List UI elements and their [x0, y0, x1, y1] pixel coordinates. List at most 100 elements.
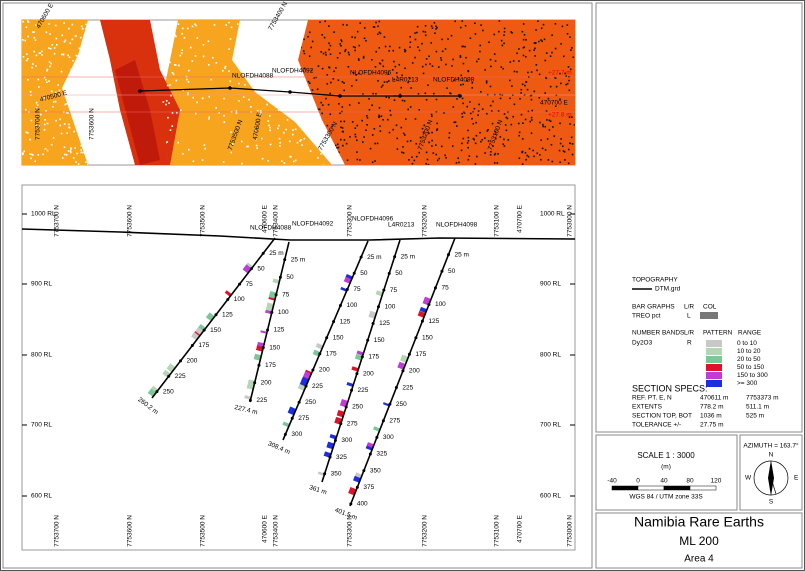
- dot: [181, 49, 183, 52]
- bottom-label: 470700 E: [517, 514, 524, 542]
- legend-swatch: [706, 364, 722, 371]
- dot: [347, 66, 350, 68]
- dot: [431, 131, 433, 134]
- dot: [413, 159, 416, 162]
- dot: [424, 31, 427, 33]
- dot: [567, 66, 570, 68]
- dot: [542, 23, 545, 26]
- dot: [27, 21, 30, 23]
- dot: [330, 81, 332, 84]
- depth-tick: [414, 336, 418, 340]
- dot: [44, 79, 47, 81]
- dot: [180, 109, 182, 112]
- collar: [288, 90, 292, 94]
- dot: [564, 159, 566, 161]
- dot: [179, 54, 182, 57]
- depth-tick: [297, 400, 301, 404]
- depth-label: 300: [383, 434, 394, 441]
- dot: [291, 133, 294, 136]
- dot: [54, 91, 57, 94]
- dot: [417, 46, 419, 48]
- dot: [489, 153, 492, 156]
- dot: [231, 143, 234, 145]
- dot: [222, 161, 225, 163]
- dot: [554, 77, 557, 79]
- dot: [501, 44, 504, 47]
- legend-text: 40: [660, 478, 668, 485]
- dot: [507, 139, 510, 141]
- dot: [372, 92, 374, 95]
- depth-label: 200: [409, 368, 420, 375]
- bottom-label: 470600 E: [262, 514, 269, 542]
- dot: [389, 45, 391, 48]
- dot: [411, 62, 414, 64]
- dot: [428, 141, 430, 144]
- dot: [505, 116, 508, 119]
- dot: [317, 108, 319, 111]
- legend-swatch: [706, 348, 722, 355]
- dot: [525, 39, 527, 41]
- top-label: 7753300 N: [347, 205, 354, 237]
- interval: [336, 409, 346, 418]
- dot: [448, 132, 451, 134]
- dot: [241, 162, 243, 165]
- dot: [548, 119, 551, 122]
- dot: [247, 145, 249, 148]
- interval: [166, 363, 176, 373]
- dot: [347, 51, 350, 54]
- dot: [533, 49, 535, 51]
- dot: [369, 147, 372, 150]
- legend-text: 150 to 300: [737, 372, 768, 379]
- dot: [387, 118, 389, 121]
- dot: [525, 81, 528, 83]
- bottom-label: 7753100 N: [494, 515, 501, 547]
- dot: [472, 137, 475, 140]
- dot: [171, 125, 174, 127]
- depth-label: 325: [376, 451, 387, 458]
- dot: [536, 69, 538, 72]
- dot: [568, 89, 571, 92]
- dot: [564, 72, 566, 75]
- dot: [269, 126, 271, 129]
- dot: [62, 53, 65, 56]
- dot: [496, 162, 499, 164]
- depth-tick: [270, 310, 274, 314]
- dot: [68, 27, 70, 30]
- dot: [440, 145, 443, 148]
- dot: [26, 53, 28, 55]
- dot: [543, 38, 546, 41]
- dot: [433, 22, 436, 24]
- azimuth-line: [770, 477, 777, 495]
- dot: [511, 85, 513, 87]
- dot: [402, 132, 405, 135]
- dot: [55, 37, 58, 40]
- dot: [67, 150, 70, 152]
- dot: [341, 127, 344, 129]
- legend-swatch: [706, 380, 722, 387]
- depth-label: 250: [305, 399, 316, 406]
- hole-trace: [139, 87, 460, 97]
- depth-tick: [401, 369, 405, 373]
- dot: [425, 162, 427, 165]
- dot: [464, 24, 467, 27]
- hole-trace: [151, 237, 276, 399]
- dot: [466, 142, 469, 144]
- dot: [223, 97, 225, 100]
- dot: [384, 45, 387, 48]
- dot: [474, 22, 476, 25]
- dot: [255, 144, 258, 147]
- dot: [539, 121, 541, 124]
- dot: [224, 67, 226, 69]
- dot: [387, 73, 389, 75]
- dot: [187, 81, 190, 83]
- dot: [461, 142, 463, 145]
- depth-label: 300: [341, 437, 352, 444]
- dot: [500, 66, 503, 68]
- dot: [430, 115, 433, 118]
- dot: [555, 85, 558, 88]
- dot: [462, 62, 465, 65]
- depth-label: 25 m: [291, 256, 305, 263]
- dot: [345, 142, 348, 145]
- dot: [48, 47, 50, 49]
